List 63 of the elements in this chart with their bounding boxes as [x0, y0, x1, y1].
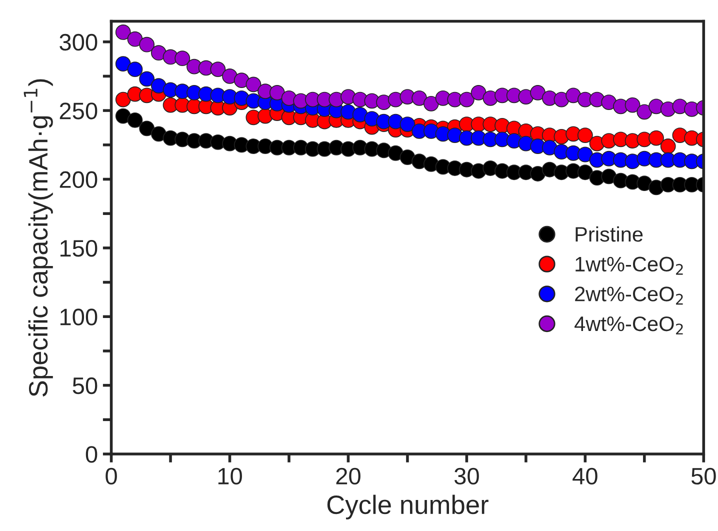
point: [139, 120, 155, 136]
y-tick-label: 100: [60, 308, 98, 326]
point: [269, 84, 285, 100]
point: [470, 84, 486, 100]
point: [115, 24, 131, 40]
x-tick-label: 0: [106, 468, 117, 485]
y-tick-label: 150: [60, 240, 98, 257]
point: [174, 50, 190, 66]
point: [127, 62, 143, 78]
point: [458, 92, 474, 108]
point: [234, 90, 250, 106]
y-tick-label: 50: [72, 377, 98, 394]
point: [624, 97, 640, 113]
point: [139, 36, 155, 52]
point: [577, 146, 593, 162]
point: [518, 89, 534, 105]
point: [601, 94, 617, 110]
point: [150, 78, 166, 94]
point: [115, 92, 131, 108]
point: [139, 71, 155, 87]
x-tick-label: 30: [454, 468, 479, 485]
x-tick-label: 50: [691, 468, 716, 485]
point: [127, 112, 143, 128]
x-tick-label: 20: [336, 468, 360, 485]
x-axis-title: Cycle number: [327, 494, 488, 520]
point: [566, 88, 582, 104]
point: [660, 138, 676, 154]
point: [648, 130, 664, 146]
legend-label: 4wt%-CeO$_{2}$: [574, 316, 683, 334]
point: [400, 116, 416, 132]
x-tick-label: 40: [572, 468, 598, 485]
y-axis-title: Specific capacity(mAh·g$^{−1}$): [24, 79, 53, 396]
y-tick-label: 200: [60, 171, 98, 188]
point: [388, 145, 404, 161]
point: [636, 176, 652, 192]
point: [530, 166, 546, 182]
point: [150, 45, 166, 61]
point: [352, 106, 368, 122]
point: [577, 164, 593, 180]
point: [636, 104, 652, 120]
point: [115, 108, 131, 124]
legend-label: 2wt%-CeO$_{2}$: [575, 286, 683, 305]
point: [210, 62, 226, 78]
x-tick-label: 10: [218, 468, 242, 485]
y-tick-label: 0: [86, 446, 98, 463]
point: [127, 31, 143, 47]
point: [601, 168, 617, 184]
point: [554, 92, 570, 108]
point: [412, 90, 428, 106]
point: [246, 76, 262, 92]
legend-label: 1wt%-CeO$_{2}$: [576, 256, 683, 275]
point: [530, 84, 546, 100]
legend-label: Pristine: [576, 226, 643, 242]
point: [423, 96, 439, 112]
point: [577, 128, 593, 143]
point: [234, 72, 250, 88]
point: [222, 68, 238, 84]
point: [115, 56, 131, 72]
y-tick-label: 300: [60, 34, 98, 51]
point: [150, 126, 166, 142]
point: [400, 150, 416, 165]
y-tick-label: 250: [60, 102, 98, 120]
point: [542, 140, 558, 156]
